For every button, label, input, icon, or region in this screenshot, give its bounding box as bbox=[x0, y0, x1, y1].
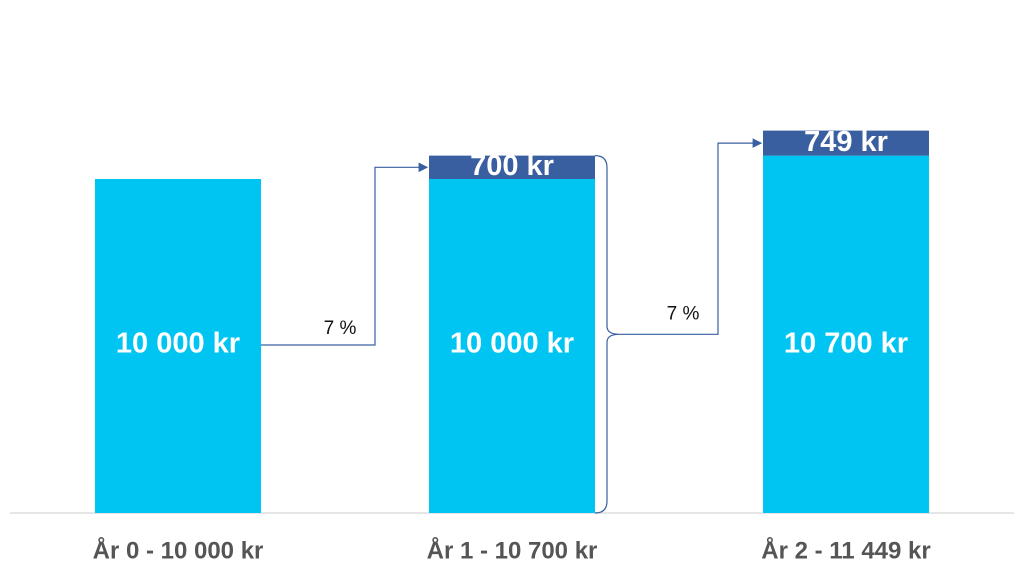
connector-arrow bbox=[619, 138, 763, 335]
value-label: 10 700 kr bbox=[784, 328, 908, 360]
x-tick-label: År 2 - 11 449 kr bbox=[761, 536, 930, 564]
bar-segment bbox=[429, 179, 595, 513]
bar-segment bbox=[763, 155, 929, 513]
brace bbox=[594, 155, 620, 514]
x-tick-label: År 1 - 10 700 kr bbox=[427, 536, 598, 564]
connector-arrow bbox=[261, 162, 429, 346]
value-label: 10 000 kr bbox=[450, 328, 574, 360]
bar-segment bbox=[763, 130, 929, 156]
bar-segment bbox=[429, 155, 595, 179]
value-label: 10 000 kr bbox=[116, 328, 240, 360]
bar-segment bbox=[95, 179, 261, 513]
value-label: 749 kr bbox=[804, 126, 888, 158]
annotation: 7 % bbox=[667, 303, 700, 324]
annotation: 7 % bbox=[324, 318, 357, 339]
value-label: 700 kr bbox=[470, 150, 554, 182]
x-tick-label: År 0 - 10 000 kr bbox=[93, 536, 264, 564]
